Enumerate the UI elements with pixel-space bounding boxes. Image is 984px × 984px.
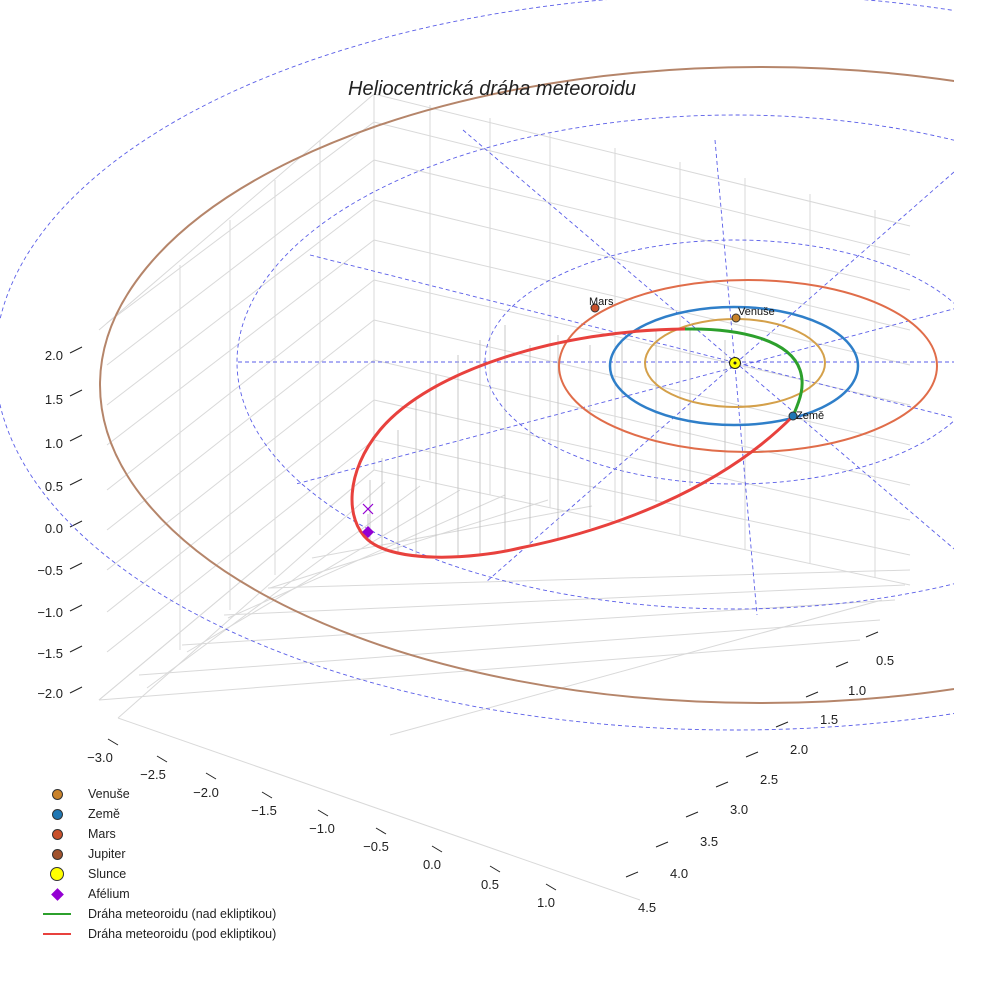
legend-label: Dráha meteoroidu (pod ekliptikou) — [88, 927, 277, 941]
mars-marker — [590, 303, 600, 313]
legend: Venuše Země Mars Jupiter Slunce Afélium … — [40, 784, 276, 944]
earth-marker — [788, 411, 798, 421]
y-tick-label: 2.0 — [790, 742, 808, 757]
venus-legend-icon — [51, 788, 63, 800]
legend-label: Slunce — [88, 867, 127, 881]
below-ecliptic-legend-icon — [43, 933, 71, 935]
x-tick-label: −2.5 — [140, 767, 166, 782]
earth-legend-icon — [51, 808, 63, 820]
x-tick-label: −2.0 — [193, 785, 219, 800]
legend-label: Země — [88, 807, 120, 821]
legend-item: Dráha meteoroidu (nad ekliptikou) — [40, 904, 276, 924]
z-tick-label: 2.0 — [45, 348, 63, 363]
legend-item: Mars — [40, 824, 276, 844]
legend-item: Země — [40, 804, 276, 824]
trajectory-above-ecliptic — [684, 327, 804, 417]
z-tick-label: 0.0 — [45, 521, 63, 536]
z-tick-label: −1.0 — [37, 605, 63, 620]
x-axis-labels: −3.0 −2.5 −2.0 −1.5 −1.0 −0.5 0.0 0.5 1.… — [87, 750, 555, 910]
y-tick-label: 3.0 — [730, 802, 748, 817]
x-tick-label: 0.0 — [423, 857, 441, 872]
z-axis-labels: 2.0 1.5 1.0 0.5 0.0 −0.5 −1.0 −1.5 −2.0 — [37, 348, 63, 701]
sun-legend-icon — [50, 867, 64, 881]
earth-orbit — [608, 305, 860, 427]
y-tick-label: 4.0 — [670, 866, 688, 881]
venus-label: Venuše — [738, 306, 775, 318]
legend-label: Jupiter — [88, 847, 126, 861]
legend-item: Venuše — [40, 784, 276, 804]
ecliptic-grid — [0, 0, 954, 731]
mars-orbit — [558, 279, 938, 453]
trajectory-below-ecliptic — [350, 327, 795, 559]
legend-item: Afélium — [40, 884, 276, 904]
sun-center-marker — [733, 361, 737, 365]
legend-label: Mars — [88, 827, 116, 841]
z-tick-label: 1.0 — [45, 436, 63, 451]
aphelion-legend-icon — [50, 887, 64, 901]
x-tick-label: −1.0 — [309, 821, 335, 836]
jupiter-legend-icon — [51, 848, 63, 860]
earth-label: Země — [796, 410, 824, 422]
ecliptic-ray — [295, 308, 954, 485]
ecliptic-ray — [485, 171, 954, 583]
mars-legend-icon — [51, 828, 63, 840]
y-tick-label: 0.5 — [876, 653, 894, 668]
y-axis-labels: 0.5 1.0 1.5 2.0 2.5 3.0 3.5 4.0 4.5 — [638, 653, 894, 915]
x-tick-label: −0.5 — [363, 839, 389, 854]
x-tick-label: 1.0 — [537, 895, 555, 910]
y-tick-label: 2.5 — [760, 772, 778, 787]
chart-title: Heliocentrická dráha meteoroidu — [348, 78, 636, 100]
z-tick-label: 0.5 — [45, 479, 63, 494]
z-tick-label: 1.5 — [45, 392, 63, 407]
y-tick-label: 4.5 — [638, 900, 656, 915]
legend-item: Slunce — [40, 864, 276, 884]
legend-label: Dráha meteoroidu (nad ekliptikou) — [88, 907, 277, 921]
aphelion-marker — [362, 526, 374, 538]
venus-marker — [731, 313, 741, 323]
legend-label: Venuše — [88, 787, 130, 801]
x-tick-label: −3.0 — [87, 750, 113, 765]
legend-item: Dráha meteoroidu (pod ekliptikou) — [40, 924, 276, 944]
back-wall-grid — [98, 92, 911, 701]
x-tick-label: −1.5 — [251, 803, 277, 818]
y-tick-label: 1.5 — [820, 712, 838, 727]
ecliptic-ring — [0, 0, 954, 731]
z-tick-label: −2.0 — [37, 686, 63, 701]
y-tick-label: 1.0 — [848, 683, 866, 698]
above-ecliptic-legend-icon — [43, 913, 71, 915]
x-tick-label: 0.5 — [481, 877, 499, 892]
aphelion-cross-marker — [362, 503, 374, 515]
z-tick-label: −1.5 — [37, 646, 63, 661]
mars-label: Mars — [589, 296, 614, 308]
jupiter-orbit — [99, 66, 954, 704]
legend-label: Afélium — [88, 887, 130, 901]
floor-grid — [98, 469, 911, 901]
ecliptic-ray — [714, 139, 758, 616]
trajectory-drop-lines — [369, 325, 726, 556]
axis-ticks — [69, 346, 879, 891]
legend-item: Jupiter — [40, 844, 276, 864]
y-tick-label: 3.5 — [700, 834, 718, 849]
z-tick-label: −0.5 — [37, 563, 63, 578]
